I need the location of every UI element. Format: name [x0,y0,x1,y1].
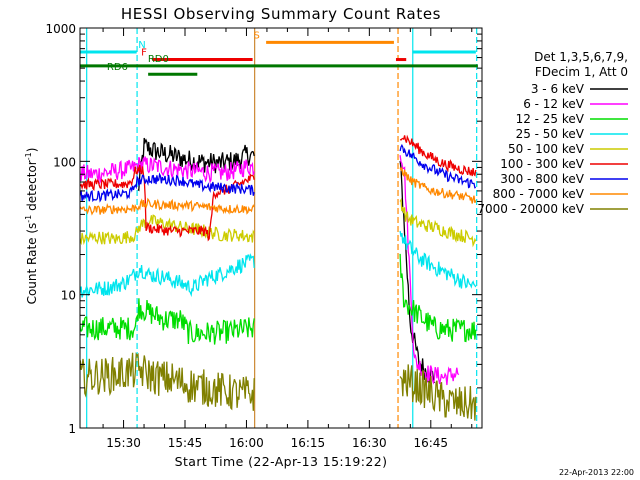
series-3-post-gap [399,253,477,343]
y-axis-label-mid: detector [25,160,39,215]
series-9-post-gap [399,364,477,421]
series-3-pre-gap [80,298,255,345]
legend-header-line-1: Det 1,3,5,6,7,9, [534,50,628,64]
series-2-post-gap [399,155,460,386]
series-7-pre-gap [80,172,255,203]
series-7-post-gap [399,143,477,189]
region-lines-group [86,28,478,428]
series-9-pre-gap [80,352,255,411]
legend-label-1: 3 - 6 keV [531,82,585,96]
y-axis-label-main: Count Rate (s [25,223,39,305]
y-tick-label-1000: 1000 [45,22,76,36]
series-6-post-gap [399,134,477,177]
legend-header-line-2: FDecim 1, Att 0 [535,65,628,79]
legend-label-4: 25 - 50 keV [516,127,585,141]
x-tick-label-16:15: 16:15 [291,436,326,450]
axis-ticks-group: 15:30 15:45 16:00 16:15 16:30 16:45 1 10 100 1000 [45,22,482,450]
y-tick-label-10: 10 [61,289,76,303]
flag-label-rd0: RD0 [148,54,169,65]
flag-label-s: S [254,30,260,41]
x-tick-label-15:45: 15:45 [168,436,203,450]
x-axis-label: Start Time (22-Apr-13 15:19:22) [175,454,388,469]
footer-date: 22-Apr-2013 22:00 [559,468,634,477]
series-6-pre-gap [80,164,255,242]
series-4-pre-gap [80,252,255,298]
legend-label-9: 7000 - 20000 keV [477,202,584,216]
series-8-pre-gap [80,197,255,216]
y-axis-label: Count Rate (s-1 detector-1) [24,148,39,305]
flag-label-f: F [141,48,147,59]
legend-label-3: 12 - 25 keV [516,112,585,126]
flag-label-rd6: RD6 [107,62,128,73]
y-tick-label-100: 100 [53,155,76,169]
legend-label-7: 300 - 800 keV [500,172,584,186]
series-5-pre-gap [80,214,255,246]
y-axis-label-exp1: -1 [24,215,33,223]
y-tick-label-1: 1 [68,422,76,436]
flag-label-n: N [138,40,145,51]
series-group [80,134,477,421]
chart-title: HESSI Observing Summary Count Rates [121,5,441,23]
y-axis-label-exp2: -1 [24,152,33,160]
series-4-post-gap [399,230,477,289]
legend-label-5: 50 - 100 keV [508,142,585,156]
legend-label-8: 800 - 7000 keV [493,187,585,201]
x-tick-label-16:00: 16:00 [229,436,264,450]
x-tick-label-16:30: 16:30 [352,436,387,450]
series-5-post-gap [399,198,477,248]
x-tick-label-16:45: 16:45 [413,436,448,450]
x-tick-label-15:30: 15:30 [106,436,141,450]
plot-frame [79,27,483,429]
legend-label-6: 100 - 300 keV [500,157,584,171]
series-2-pre-gap [80,156,255,185]
legend-label-2: 6 - 12 keV [523,97,585,111]
y-axis-label-end: ) [25,148,39,153]
series-8-post-gap [399,167,477,204]
